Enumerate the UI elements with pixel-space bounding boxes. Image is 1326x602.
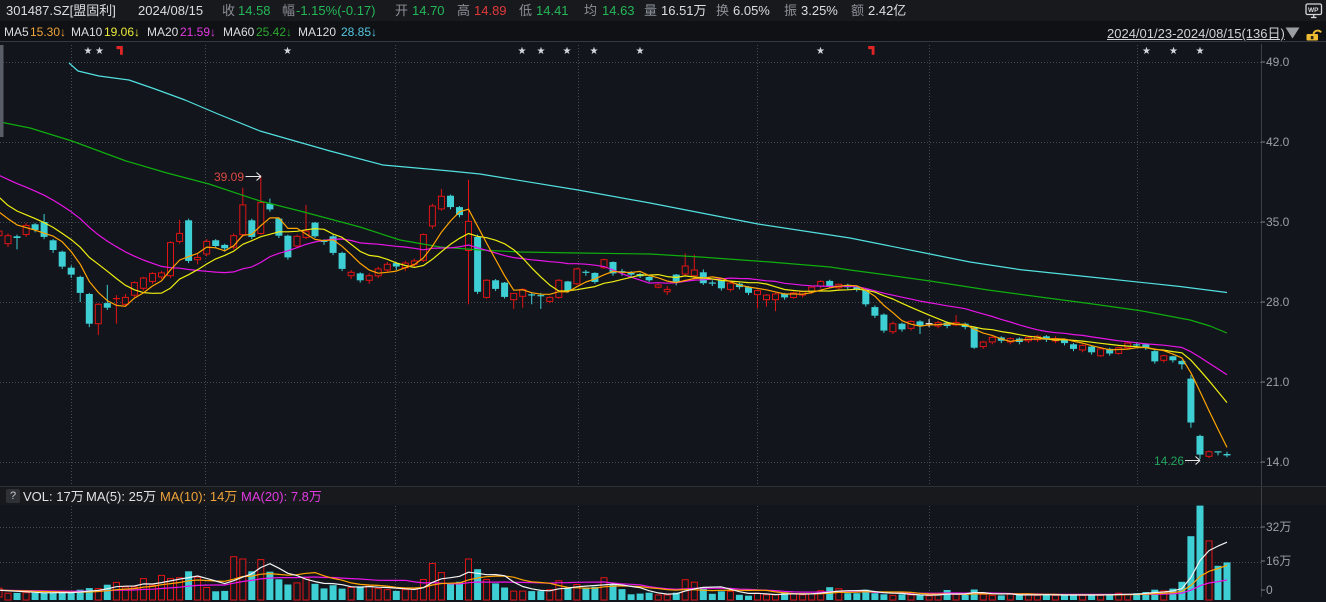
svg-text:★: ★ <box>590 46 599 57</box>
svg-text:39.09: 39.09 <box>214 170 244 184</box>
svg-text:★: ★ <box>636 46 645 57</box>
svg-text:★: ★ <box>518 46 527 57</box>
svg-text:★: ★ <box>816 46 825 57</box>
svg-text:★: ★ <box>1142 46 1151 57</box>
svg-text:14.0: 14.0 <box>1266 455 1290 469</box>
svg-text:49.0: 49.0 <box>1266 55 1290 69</box>
svg-text:35.0: 35.0 <box>1266 215 1290 229</box>
svg-text:28.0: 28.0 <box>1266 295 1290 309</box>
svg-text:★: ★ <box>1169 46 1178 57</box>
svg-text:42.0: 42.0 <box>1266 135 1290 149</box>
svg-text:★: ★ <box>95 46 104 57</box>
svg-text:14.26: 14.26 <box>1154 454 1184 468</box>
svg-text:32万: 32万 <box>1266 520 1291 534</box>
svg-text:★: ★ <box>537 46 546 57</box>
svg-text:★: ★ <box>1196 46 1205 57</box>
svg-text:★: ★ <box>84 46 93 57</box>
svg-text:★: ★ <box>283 46 292 57</box>
svg-text:WP: WP <box>1308 7 1319 14</box>
svg-text:16万: 16万 <box>1266 554 1291 568</box>
svg-text:0: 0 <box>1266 583 1273 597</box>
svg-text:★: ★ <box>563 46 572 57</box>
svg-text:21.0: 21.0 <box>1266 375 1290 389</box>
